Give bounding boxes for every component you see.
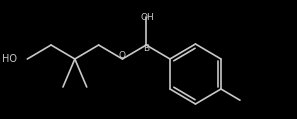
Text: B: B	[143, 44, 149, 53]
Text: OH: OH	[140, 13, 154, 22]
Text: HO: HO	[2, 54, 18, 64]
Text: O: O	[119, 51, 126, 60]
